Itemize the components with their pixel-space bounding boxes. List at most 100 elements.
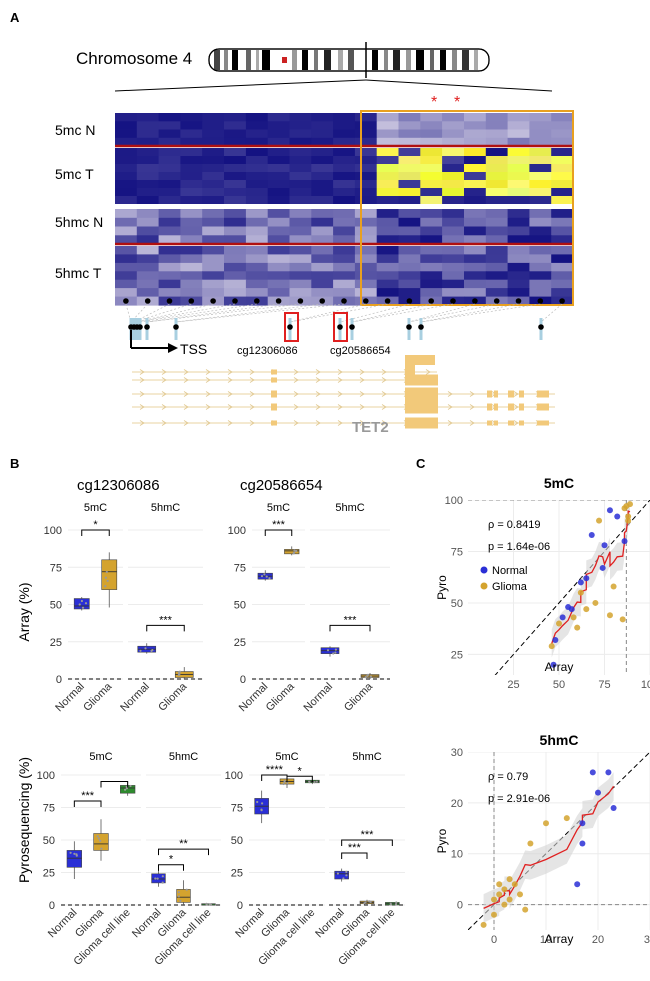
- heatmap-cell: [136, 262, 160, 272]
- heatmap-cell: [136, 180, 160, 189]
- heatmap-cell: [267, 217, 291, 228]
- point-glioma: [527, 840, 534, 847]
- significance-bracket: [73, 800, 102, 807]
- heatmap-cell: [224, 226, 247, 236]
- box-point: [394, 903, 398, 906]
- heatmap-cell: [551, 129, 574, 139]
- point-normal: [606, 507, 613, 514]
- probe-dot: [363, 298, 369, 304]
- probe-dot: [319, 298, 326, 304]
- point-glioma: [625, 513, 632, 520]
- strand-arrow: [337, 369, 343, 375]
- heatmap-cell: [485, 235, 509, 245]
- heatmap-cell: [267, 246, 291, 255]
- point-glioma: [610, 583, 617, 590]
- heatmap-cell: [158, 262, 181, 272]
- significance-bracket: [146, 624, 185, 632]
- significance-bracket: [286, 775, 313, 783]
- heatmap-cell: [180, 235, 203, 245]
- heatmap-cell: [245, 137, 269, 147]
- box-point: [105, 570, 108, 574]
- probe-dot: [253, 298, 260, 304]
- box-point: [104, 576, 107, 579]
- box-point: [78, 603, 81, 606]
- heatmap-cell: [442, 209, 465, 219]
- heatmap-cell: [267, 137, 291, 147]
- heatmap-cell: [442, 217, 465, 228]
- heatmap-cell: [485, 246, 509, 255]
- heatmap-cell: [115, 113, 138, 122]
- point-glioma: [511, 881, 518, 888]
- heatmap-cell: [464, 188, 487, 197]
- heatmap-cell: [420, 180, 443, 189]
- heatmap-cell: [485, 164, 509, 173]
- strand-arrow: [205, 377, 211, 383]
- heatmap-cell: [551, 279, 574, 289]
- significance-bracket: [158, 848, 209, 856]
- probe-dot: [450, 298, 456, 304]
- point-glioma: [496, 891, 503, 898]
- y-tick-label: 75: [234, 562, 246, 574]
- strand-arrow: [359, 377, 365, 383]
- heatmap-cell: [507, 137, 530, 147]
- array-ylabel: Array (%): [16, 582, 32, 641]
- heatmap-cell: [289, 164, 312, 173]
- strand-arrow: [249, 369, 255, 375]
- probe-connector: [125, 303, 132, 323]
- heatmap-cell: [289, 188, 312, 197]
- x-tick-label: 75: [598, 679, 610, 691]
- strand-arrow: [381, 404, 387, 410]
- box-point: [334, 651, 337, 654]
- heatmap-cell: [158, 156, 181, 165]
- probe-dot: [144, 298, 151, 304]
- scatter-title: 5mC: [544, 475, 574, 491]
- exon: [405, 400, 433, 414]
- strand-arrow: [337, 377, 343, 383]
- heatmap-cell: [115, 164, 138, 173]
- y-tick-label: 25: [234, 637, 246, 649]
- significance-bracket: [100, 781, 129, 788]
- heatmap-cell: [267, 271, 291, 281]
- heatmap-cell: [333, 254, 356, 264]
- exon: [519, 390, 524, 398]
- heatmap-cell: [376, 209, 400, 219]
- heatmap-cell: [376, 188, 400, 197]
- heatmap-cell: [158, 288, 181, 298]
- strand-arrow: [359, 391, 365, 397]
- y-tick-label: 30: [451, 747, 463, 759]
- strand-arrow: [249, 391, 255, 397]
- heatmap-cell: [551, 180, 574, 189]
- heatmap-cell: [529, 217, 552, 228]
- heatmap-cell: [311, 172, 334, 181]
- heatmap-cell: [464, 129, 487, 139]
- heatmap-cell: [202, 235, 225, 245]
- probe-dot: [493, 298, 500, 304]
- strand-arrow: [337, 420, 343, 426]
- box-point: [150, 649, 153, 653]
- row-label-5mc-n: 5mc N: [55, 122, 95, 138]
- heatmap-cell: [136, 196, 160, 205]
- heatmap-cell: [224, 148, 247, 157]
- box-point: [69, 851, 72, 854]
- box-glioma: [101, 559, 118, 590]
- heatmap-cell: [376, 148, 400, 157]
- heatmap-cell: [485, 172, 509, 181]
- heatmap-cell: [202, 279, 225, 289]
- heatmap-cell: [354, 180, 378, 189]
- box-point: [342, 877, 345, 880]
- heatmap-cell: [267, 209, 291, 219]
- ideogram-band: [256, 50, 259, 70]
- gene-label: TET2: [352, 419, 389, 436]
- heatmap-cell: [420, 164, 443, 173]
- heatmap-cell: [158, 188, 181, 197]
- box-point: [205, 903, 208, 906]
- ideogram-band: [224, 50, 228, 70]
- heatmap-cell: [529, 235, 552, 245]
- heatmap-cell: [420, 235, 443, 245]
- heatmap-cell: [115, 226, 138, 236]
- strand-arrow: [293, 391, 299, 397]
- heatmap-cell: [529, 113, 552, 122]
- point-normal: [605, 769, 612, 776]
- box-point: [177, 891, 180, 894]
- probe-dot: [341, 298, 347, 304]
